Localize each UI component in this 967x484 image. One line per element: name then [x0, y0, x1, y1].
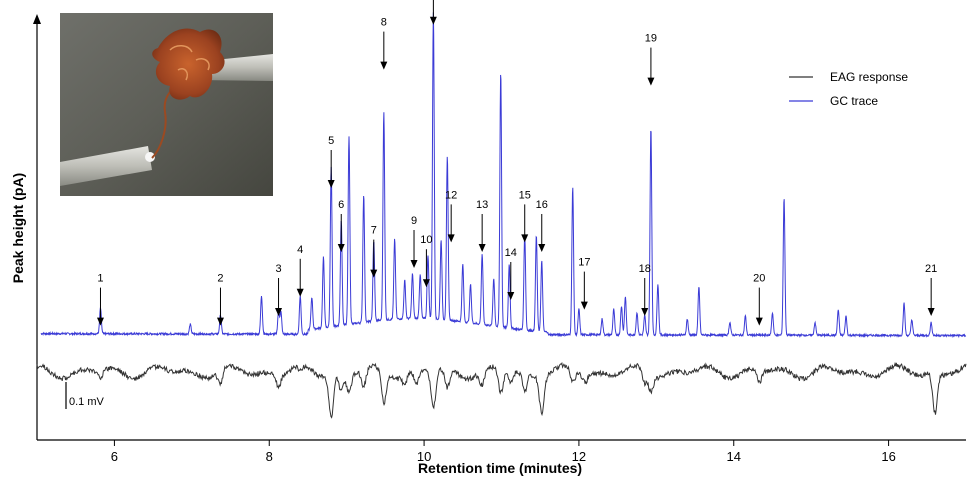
x-tick-label: 8 — [266, 449, 273, 464]
peak-arrow-head — [337, 244, 345, 252]
peak-number-label: 15 — [519, 189, 531, 201]
gc-trace-line — [40, 12, 967, 339]
peak-annotation: 17 — [578, 257, 590, 310]
peak-arrow-head — [380, 61, 388, 70]
peak-annotation: 21 — [925, 263, 937, 316]
peak-number-label: 9 — [411, 215, 417, 227]
peak-arrow-head — [422, 279, 430, 288]
peak-number-label: 8 — [381, 17, 387, 29]
peak-arrow-head — [580, 301, 588, 310]
peak-annotation: 3 — [275, 263, 283, 316]
peak-arrow-head — [275, 308, 283, 316]
antenna-tissue — [152, 28, 225, 100]
peak-number-label: 1 — [97, 273, 103, 285]
peak-number-label: 21 — [925, 263, 937, 275]
peak-arrow-head — [478, 244, 486, 252]
peak-annotation: 1 — [96, 273, 104, 326]
eag-response-line — [36, 361, 967, 419]
peak-arrow-head — [96, 317, 104, 326]
x-tick-label: 10 — [417, 449, 431, 464]
peak-number-label: 7 — [371, 225, 377, 237]
peak-arrow-head — [641, 308, 649, 316]
x-tick-label: 16 — [881, 449, 895, 464]
peak-arrow-head — [429, 16, 437, 25]
peak-annotation: 19 — [645, 33, 657, 86]
peak-number-label: 5 — [328, 135, 334, 147]
peak-number-label: 12 — [445, 189, 457, 201]
x-axis-title: Retention time (minutes) — [418, 460, 582, 476]
peak-arrow-head — [647, 77, 655, 86]
peak-arrow-head — [927, 308, 935, 316]
peak-number-label: 16 — [536, 199, 548, 211]
peak-arrow-head — [538, 244, 546, 252]
reference-electrode — [60, 146, 152, 186]
peak-number-label: 6 — [338, 199, 344, 211]
peak-annotation: 5 — [327, 135, 335, 188]
peak-annotation: 2 — [216, 273, 224, 326]
peak-annotation: 8 — [380, 17, 388, 70]
legend-label-eag: EAG response — [830, 70, 908, 84]
legend-label-gc: GC trace — [830, 94, 878, 108]
peak-annotation: 14 — [505, 247, 517, 300]
peak-annotation: 15 — [519, 189, 531, 243]
peak-number-label: 19 — [645, 33, 657, 45]
peak-number-label: 14 — [505, 247, 517, 259]
electrode-tip-highlight — [145, 152, 155, 162]
scale-bar-label: 0.1 mV — [69, 396, 105, 408]
peak-number-label: 20 — [753, 273, 765, 285]
peak-annotation: 7 — [370, 225, 378, 278]
x-tick-label: 14 — [727, 449, 741, 464]
scale-bar: 0.1 mV — [65, 382, 105, 409]
peak-arrow-head — [370, 269, 378, 278]
peak-number-label: 13 — [476, 199, 488, 211]
peak-annotations: 123456789101112131415161718192021 — [96, 0, 937, 326]
peak-annotation: 20 — [753, 273, 765, 326]
peak-number-label: 2 — [217, 273, 223, 285]
peak-arrow-head — [521, 234, 529, 243]
x-axis-ticks: 6 8 10 12 14 16 — [111, 440, 896, 464]
peak-arrow-head — [410, 260, 418, 268]
peak-arrow-head — [327, 180, 335, 188]
peak-annotation: 16 — [536, 199, 548, 252]
peak-annotation: 18 — [639, 263, 651, 316]
peak-arrow-head — [296, 288, 304, 297]
x-tick-label: 12 — [572, 449, 586, 464]
peak-arrow-head — [507, 292, 515, 300]
y-axis-title: Peak height (pA) — [10, 173, 26, 283]
peak-arrow-head — [755, 317, 763, 326]
peak-arrow-head — [447, 234, 455, 243]
y-axis-arrow — [33, 14, 41, 24]
antenna-highlights — [169, 45, 210, 81]
legend: EAG response GC trace — [789, 70, 908, 108]
antenna-preparation-photo — [60, 13, 273, 196]
peak-annotation: 12 — [445, 189, 457, 243]
peak-annotation: 4 — [296, 244, 304, 297]
peak-number-label: 18 — [639, 263, 651, 275]
peak-arrow-head — [216, 317, 224, 326]
peak-annotation: 13 — [476, 199, 488, 252]
peak-annotation: 6 — [337, 199, 345, 252]
peak-annotation: 10 — [420, 234, 433, 288]
peak-annotation: 11 — [429, 0, 437, 25]
peak-number-label: 4 — [297, 244, 303, 256]
peak-number-label: 17 — [578, 257, 590, 269]
peak-number-label: 10 — [420, 234, 432, 246]
peak-annotation: 9 — [410, 215, 418, 268]
peak-number-label: 3 — [275, 263, 281, 275]
x-tick-label: 6 — [111, 449, 118, 464]
